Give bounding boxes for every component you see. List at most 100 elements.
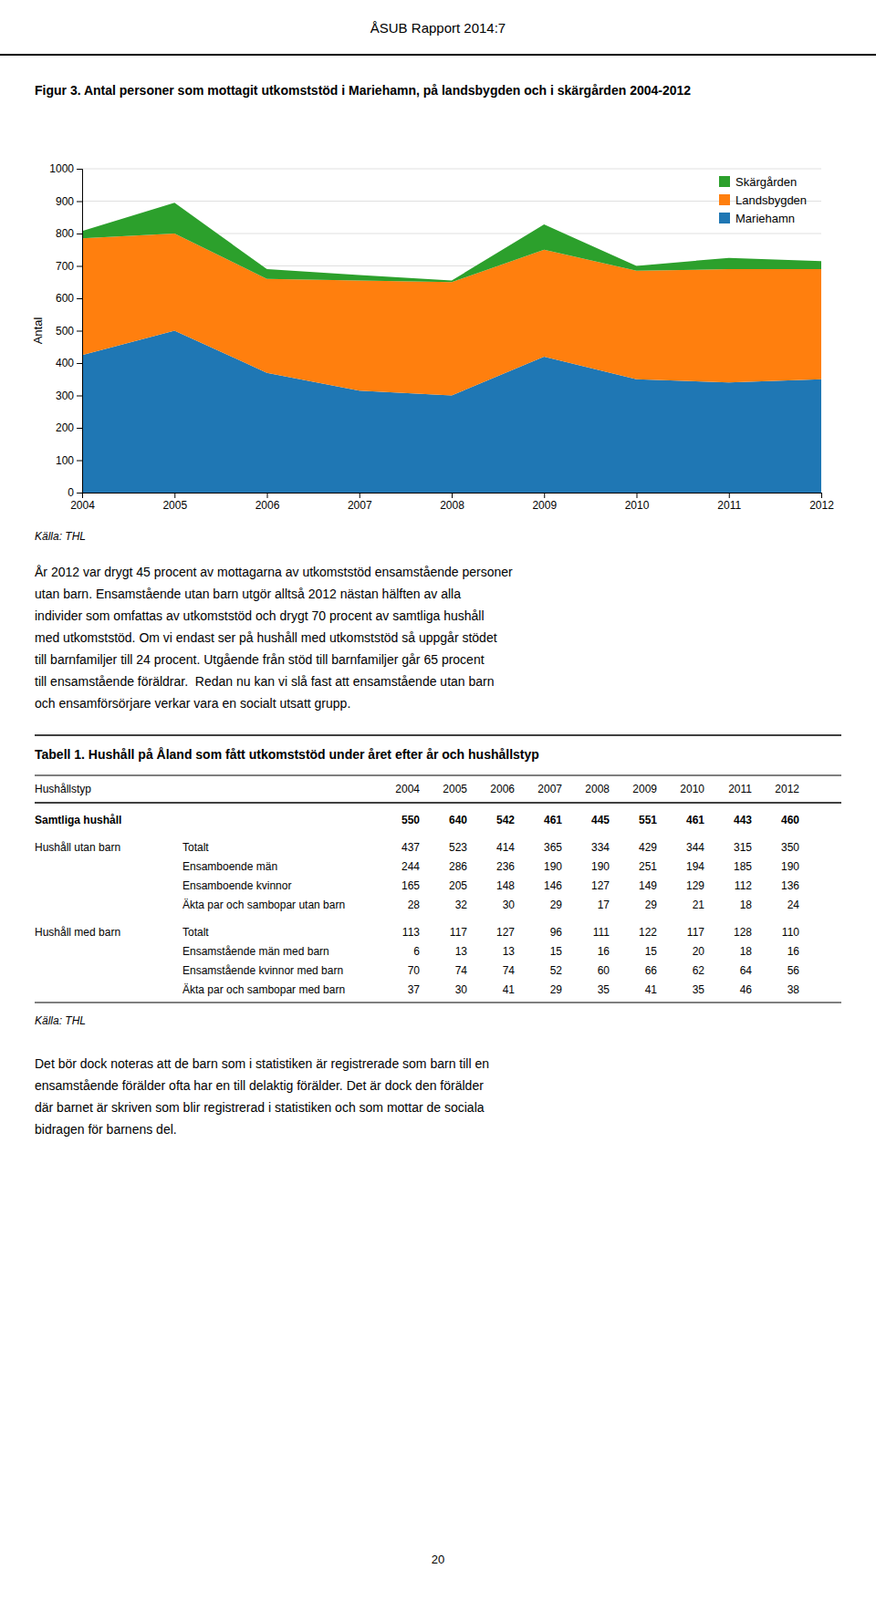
- tick-label: 0: [67, 486, 74, 500]
- table-cell: 640: [448, 813, 468, 827]
- tick-label: 500: [55, 324, 74, 338]
- table-cell: 29: [550, 983, 564, 997]
- legend-item: Mariehamn: [719, 211, 795, 226]
- chart-title: Figur 3. Antal personer som mottagit utk…: [34, 83, 691, 98]
- x-tick: 2010: [625, 492, 650, 512]
- tick-mark: [267, 492, 269, 499]
- table-cell: 344: [686, 841, 705, 855]
- table-cell: 60: [597, 964, 611, 978]
- x-axis: 200420052006200720082009201020112012: [70, 492, 835, 512]
- x-tick: 2006: [255, 492, 281, 512]
- table-cell: 30: [502, 898, 516, 912]
- table-cell: 523: [448, 841, 468, 855]
- y-tick: 100: [55, 454, 83, 468]
- tick-mark: [636, 492, 638, 499]
- table-cell: 117: [687, 926, 705, 939]
- y-axis: 0 100 200 300 400 500 600 700 800 900 1000: [49, 162, 83, 500]
- tick-mark: [821, 492, 823, 499]
- table-cell: 35: [692, 983, 706, 997]
- table-subcategory: Totalt: [182, 841, 209, 855]
- table-cell: 110: [782, 926, 800, 939]
- tick-label: 100: [55, 454, 74, 468]
- table-cell: 13: [455, 945, 469, 959]
- body-line: till ensamstående föräldrar. Redan nu ka…: [34, 674, 495, 689]
- table-cell: 15: [550, 945, 564, 959]
- legend-swatch: [719, 176, 730, 188]
- table-cell: 429: [638, 841, 657, 855]
- areas: [82, 202, 822, 493]
- table-cell: 13: [502, 945, 516, 959]
- tick-label: 2004: [70, 499, 95, 512]
- y-tick: 900: [55, 195, 83, 209]
- header-rule: [0, 53, 876, 56]
- tick-label: 2012: [809, 499, 835, 512]
- legend-label: Skärgården: [735, 175, 797, 189]
- table-header: 2008: [584, 782, 610, 796]
- tick-mark: [76, 363, 83, 365]
- table-cell: 334: [591, 841, 610, 855]
- axis-line: [83, 493, 823, 500]
- table-title: Tabell 1. Hushåll på Åland som fått utko…: [34, 747, 540, 762]
- table-cell: 127: [496, 926, 515, 939]
- table-header: 2010: [679, 782, 705, 796]
- tick-mark: [76, 396, 83, 397]
- table-cell: 52: [550, 964, 564, 978]
- footer-text: Det bör dock noteras att de barn som i s…: [34, 1056, 490, 1137]
- table-cell: 74: [502, 964, 516, 978]
- table-cell: 128: [733, 926, 752, 939]
- table-cell: 111: [593, 926, 611, 939]
- tick-label: 2010: [625, 499, 650, 512]
- footer-line: där barnet är skriven som blir registrer…: [34, 1100, 485, 1116]
- body-line: utan barn. Ensamstående utan barn utgör …: [34, 586, 461, 602]
- tick-mark: [76, 201, 83, 203]
- table-cell: 6: [413, 945, 420, 959]
- table-cell: 148: [496, 879, 515, 893]
- x-tick: 2009: [531, 492, 557, 512]
- table-header: 2007: [537, 782, 563, 796]
- tick-mark: [76, 460, 83, 462]
- footer-line: bidragen för barnens del.: [34, 1122, 178, 1137]
- table-cell: 149: [638, 879, 657, 893]
- table-subcategory: Äkta par och sambopar utan barn: [182, 898, 345, 912]
- body-line: med utkomststöd. Om vi endast ser på hus…: [34, 630, 498, 646]
- table-cell: 205: [448, 879, 468, 893]
- y-tick: 600: [55, 292, 83, 305]
- tick-label: 800: [55, 227, 74, 240]
- table-category: Hushåll med barn: [34, 926, 121, 939]
- body-line: individer som omfattas av utkomststöd oc…: [34, 608, 485, 624]
- x-tick: 2004: [70, 492, 95, 512]
- body-line: och ensamförsörjare verkar vara en socia…: [34, 696, 351, 711]
- table-cell: 21: [692, 898, 706, 912]
- body-line: År 2012 var drygt 45 procent av mottagar…: [34, 564, 513, 580]
- table-cell: 236: [496, 860, 515, 874]
- table-category: Hushåll utan barn: [34, 841, 121, 855]
- table-cell: 443: [733, 813, 752, 827]
- body-text: År 2012 var drygt 45 procent av mottagar…: [34, 564, 513, 711]
- table-header: 2005: [442, 782, 468, 796]
- y-tick: 1000: [49, 162, 83, 176]
- tick-label: 1000: [49, 162, 74, 176]
- table-cell: 129: [686, 879, 705, 893]
- table-cell: 437: [401, 841, 420, 855]
- tick-mark: [543, 492, 545, 499]
- table-cell: 37: [407, 983, 421, 997]
- footer-line: Det bör dock noteras att de barn som i s…: [34, 1056, 490, 1072]
- legend-label: Mariehamn: [735, 211, 795, 226]
- table-cell: 32: [455, 898, 469, 912]
- legend-swatch: [719, 212, 730, 224]
- x-tick: 2007: [347, 492, 373, 512]
- y-tick: 300: [55, 389, 83, 403]
- chart-title-line: Figur 3. Antal personer som mottagit utk…: [34, 83, 691, 98]
- tick-label: 200: [55, 421, 74, 435]
- y-tick: 0: [67, 486, 83, 500]
- table-cell: 70: [407, 964, 421, 978]
- tick-mark: [76, 298, 83, 300]
- table-cell: 29: [645, 898, 658, 912]
- tick-mark: [76, 331, 83, 333]
- tick-label: 700: [55, 260, 74, 273]
- table-header: 2012: [774, 782, 800, 796]
- chart-source: Källa: THL: [34, 530, 86, 543]
- tick-label: 400: [55, 356, 74, 370]
- table-cell: 194: [686, 860, 705, 874]
- tick-label: 2008: [439, 499, 465, 512]
